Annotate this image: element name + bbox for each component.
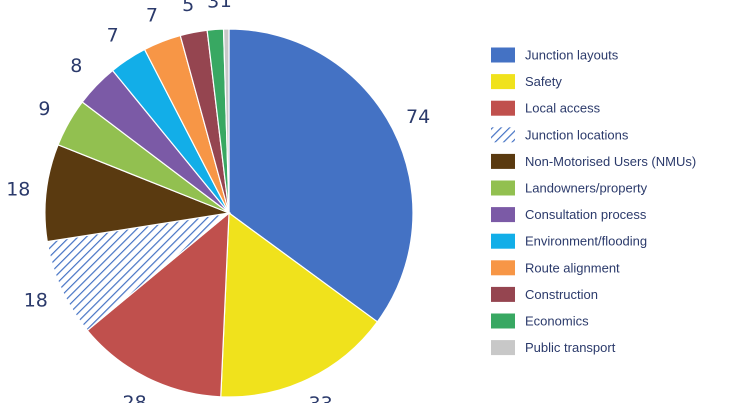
legend-swatch [491,47,515,63]
legend-label: Safety [525,74,562,89]
value-label-junction-locations: 18 [24,289,48,311]
legend-label: Public transport [525,340,616,355]
legend-swatch [491,233,515,249]
value-label-economics: 3 [207,0,219,13]
legend-label: Junction locations [525,127,629,142]
pie-slice-public-transport [222,28,230,214]
value-label-landowners-property: 9 [38,98,50,120]
legend-label: Junction layouts [525,48,619,63]
value-label-non-motorised-users-nmus: 18 [6,178,30,200]
pie-slice-non-motorised-users-nmus [44,144,232,243]
legend-item-consultation-process: Consultation process [491,207,647,223]
legend-label: Landowners/property [525,181,648,196]
legend-item-construction: Construction [491,286,598,302]
value-label-safety: 33 [309,393,333,403]
legend-item-public-transport: Public transport [491,340,616,356]
legend: Junction layouts Safety Local access Juncti… [491,47,696,356]
legend-swatch [491,127,515,143]
legend-item-environment-flooding: Environment/flooding [491,233,647,249]
legend-item-non-motorised-users-nmus: Non-Motorised Users (NMUs) [491,153,696,169]
legend-label: Environment/flooding [525,234,647,249]
legend-label: Route alignment [525,260,620,275]
value-label-route-alignment: 7 [146,5,158,27]
pie-slice-local-access [86,211,230,398]
legend-swatch [491,286,515,302]
value-label-environment-flooding: 7 [107,25,119,47]
legend-swatch [491,74,515,90]
pie-slices [44,28,414,398]
legend-swatch [491,340,515,356]
value-label-junction-layouts: 74 [406,106,430,128]
legend-label: Economics [525,314,589,329]
legend-item-economics: Economics [491,313,589,329]
legend-swatch [491,260,515,276]
value-label-consultation-process: 8 [70,55,82,77]
legend-item-landowners-property: Landowners/property [491,180,648,196]
legend-label: Construction [525,287,598,302]
legend-item-route-alignment: Route alignment [491,260,620,276]
value-label-local-access: 28 [123,392,147,403]
legend-label: Local access [525,101,601,116]
legend-label: Non-Motorised Users (NMUs) [525,154,696,169]
pie-slice-junction-locations [46,212,232,332]
value-label-public-transport: 1 [220,0,232,12]
pie-slice-safety [220,211,379,398]
legend-swatch [491,180,515,196]
legend-swatch [491,153,515,169]
legend-swatch [491,207,515,223]
legend-label: Consultation process [525,207,647,222]
legend-item-junction-layouts: Junction layouts [491,47,619,63]
legend-swatch [491,100,515,116]
legend-item-safety: Safety [491,74,562,90]
value-label-construction: 5 [182,0,194,16]
legend-item-local-access: Local access [491,100,601,116]
legend-item-junction-locations: Junction locations [491,127,629,143]
pie-slice-junction-layouts [228,28,414,323]
pie-value-labels: 74 33 28 18 18 98 7 7 531 [6,0,430,403]
legend-swatch [491,313,515,329]
